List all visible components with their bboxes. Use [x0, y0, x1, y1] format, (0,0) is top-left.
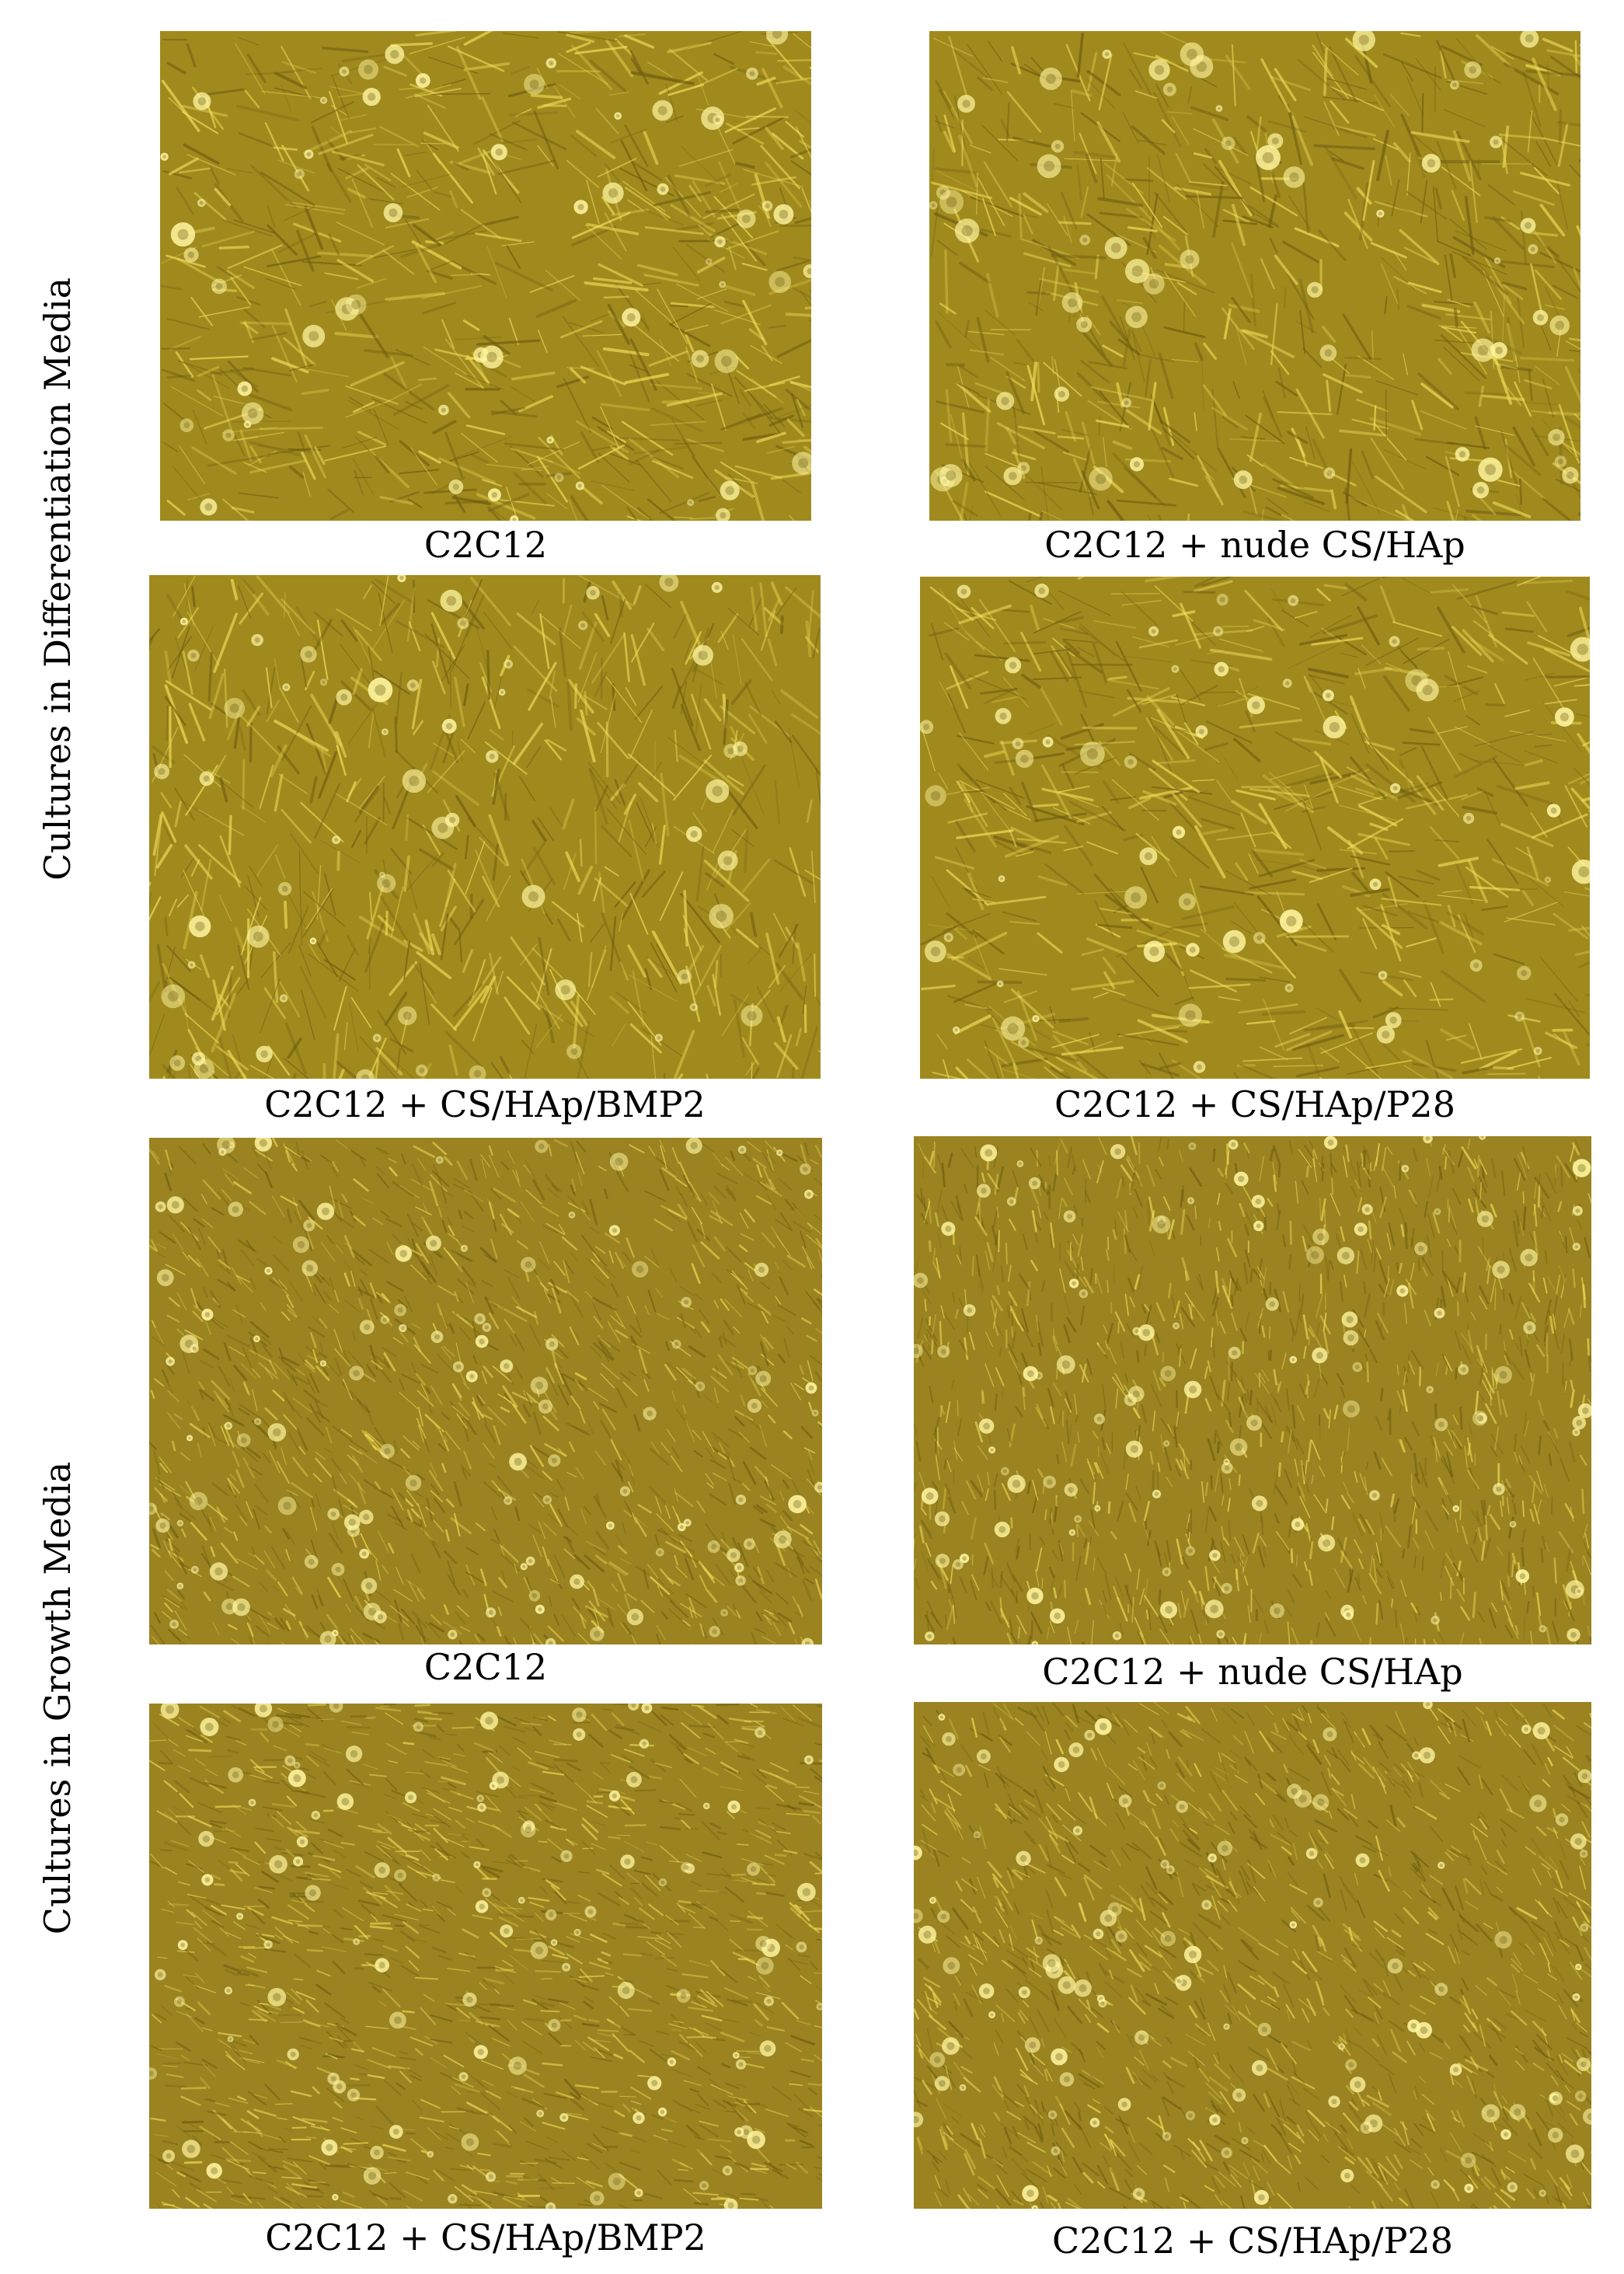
- panel-caption: C2C12 + CS/HAp/BMP2: [264, 1083, 706, 1125]
- micrograph: [929, 31, 1580, 521]
- panel-caption: C2C12 + nude CS/HAp: [1042, 1651, 1463, 1693]
- micrograph-texture: [149, 575, 821, 1079]
- micrograph-texture: [149, 1704, 822, 2209]
- micrograph: [149, 1704, 822, 2209]
- panel-caption: C2C12 + CS/HAp/BMP2: [265, 2216, 706, 2258]
- micrograph: [149, 1138, 822, 1644]
- micrograph-texture: [914, 1702, 1591, 2209]
- micrograph: [149, 575, 821, 1079]
- panel-caption: C2C12 + CS/HAp/P28: [1054, 1083, 1455, 1125]
- micrograph: [160, 31, 811, 521]
- micrograph: [914, 1136, 1591, 1644]
- micrograph: [914, 1702, 1591, 2209]
- panel-caption: C2C12: [423, 524, 548, 566]
- side-label-growth: Cultures in Growth Media: [37, 1461, 78, 1935]
- micrograph-texture: [160, 31, 811, 521]
- micrograph-texture: [149, 1138, 822, 1644]
- micrograph-texture: [929, 31, 1580, 521]
- panel-caption: C2C12 + CS/HAp/P28: [1052, 2220, 1453, 2262]
- micrograph-texture: [920, 577, 1590, 1079]
- panel-caption: C2C12: [423, 1646, 548, 1688]
- micrograph-texture: [914, 1136, 1591, 1644]
- panel-caption: C2C12 + nude CS/HAp: [1044, 524, 1465, 566]
- side-label-differentiation: Cultures in Differentiation Media: [37, 277, 78, 881]
- micrograph: [920, 577, 1590, 1079]
